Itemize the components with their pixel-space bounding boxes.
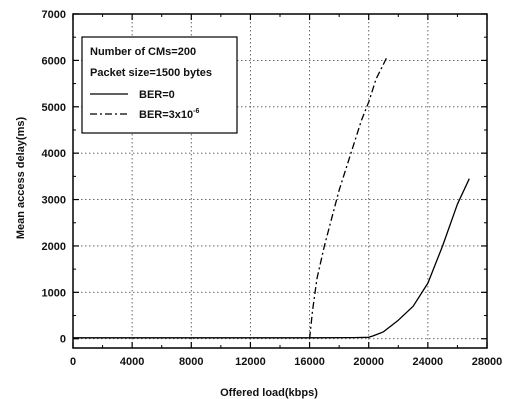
y-axis-title: Mean access delay(ms) [15,117,27,240]
y-tick-label-5: 5000 [42,102,66,114]
x-axis-title: Offered load(kbps) [220,387,318,399]
x-tick-label-5: 20000 [353,356,384,368]
x-tick-label-7: 28000 [472,356,503,368]
y-tick-label-0: 0 [60,334,66,346]
legend-line-cms: Number of CMs=200 [90,46,196,58]
series-lines [73,57,470,339]
x-tick-label-0: 0 [70,356,76,368]
x-tick-label-4: 16000 [294,356,325,368]
y-tick-label-7: 7000 [42,9,66,21]
y-tick-label-4: 4000 [42,148,66,160]
y-tick-label-3: 3000 [42,195,66,207]
y-tick-label-2: 2000 [42,241,66,253]
legend-line-packet: Packet size=1500 bytes [90,67,212,79]
tick-marks: 0 4000 8000 12000 16000 20000 24000 28000 0 1000 2… [42,9,503,368]
series-line-ber0 [73,178,470,339]
legend-box [81,36,238,134]
x-tick-label-6: 24000 [413,356,444,368]
legend-label-ber3: BER=3x10-6 [139,108,199,121]
legend: Number of CMs=200 Packet size=1500 bytes… [81,36,238,134]
x-tick-label-3: 12000 [235,356,266,368]
legend-label-ber0: BER=0 [139,89,175,101]
x-tick-label-1: 4000 [120,356,144,368]
y-tick-label-1: 1000 [42,287,66,299]
y-tick-label-6: 6000 [42,55,66,67]
x-tick-label-2: 8000 [179,356,203,368]
series-line-ber3 [308,57,388,339]
